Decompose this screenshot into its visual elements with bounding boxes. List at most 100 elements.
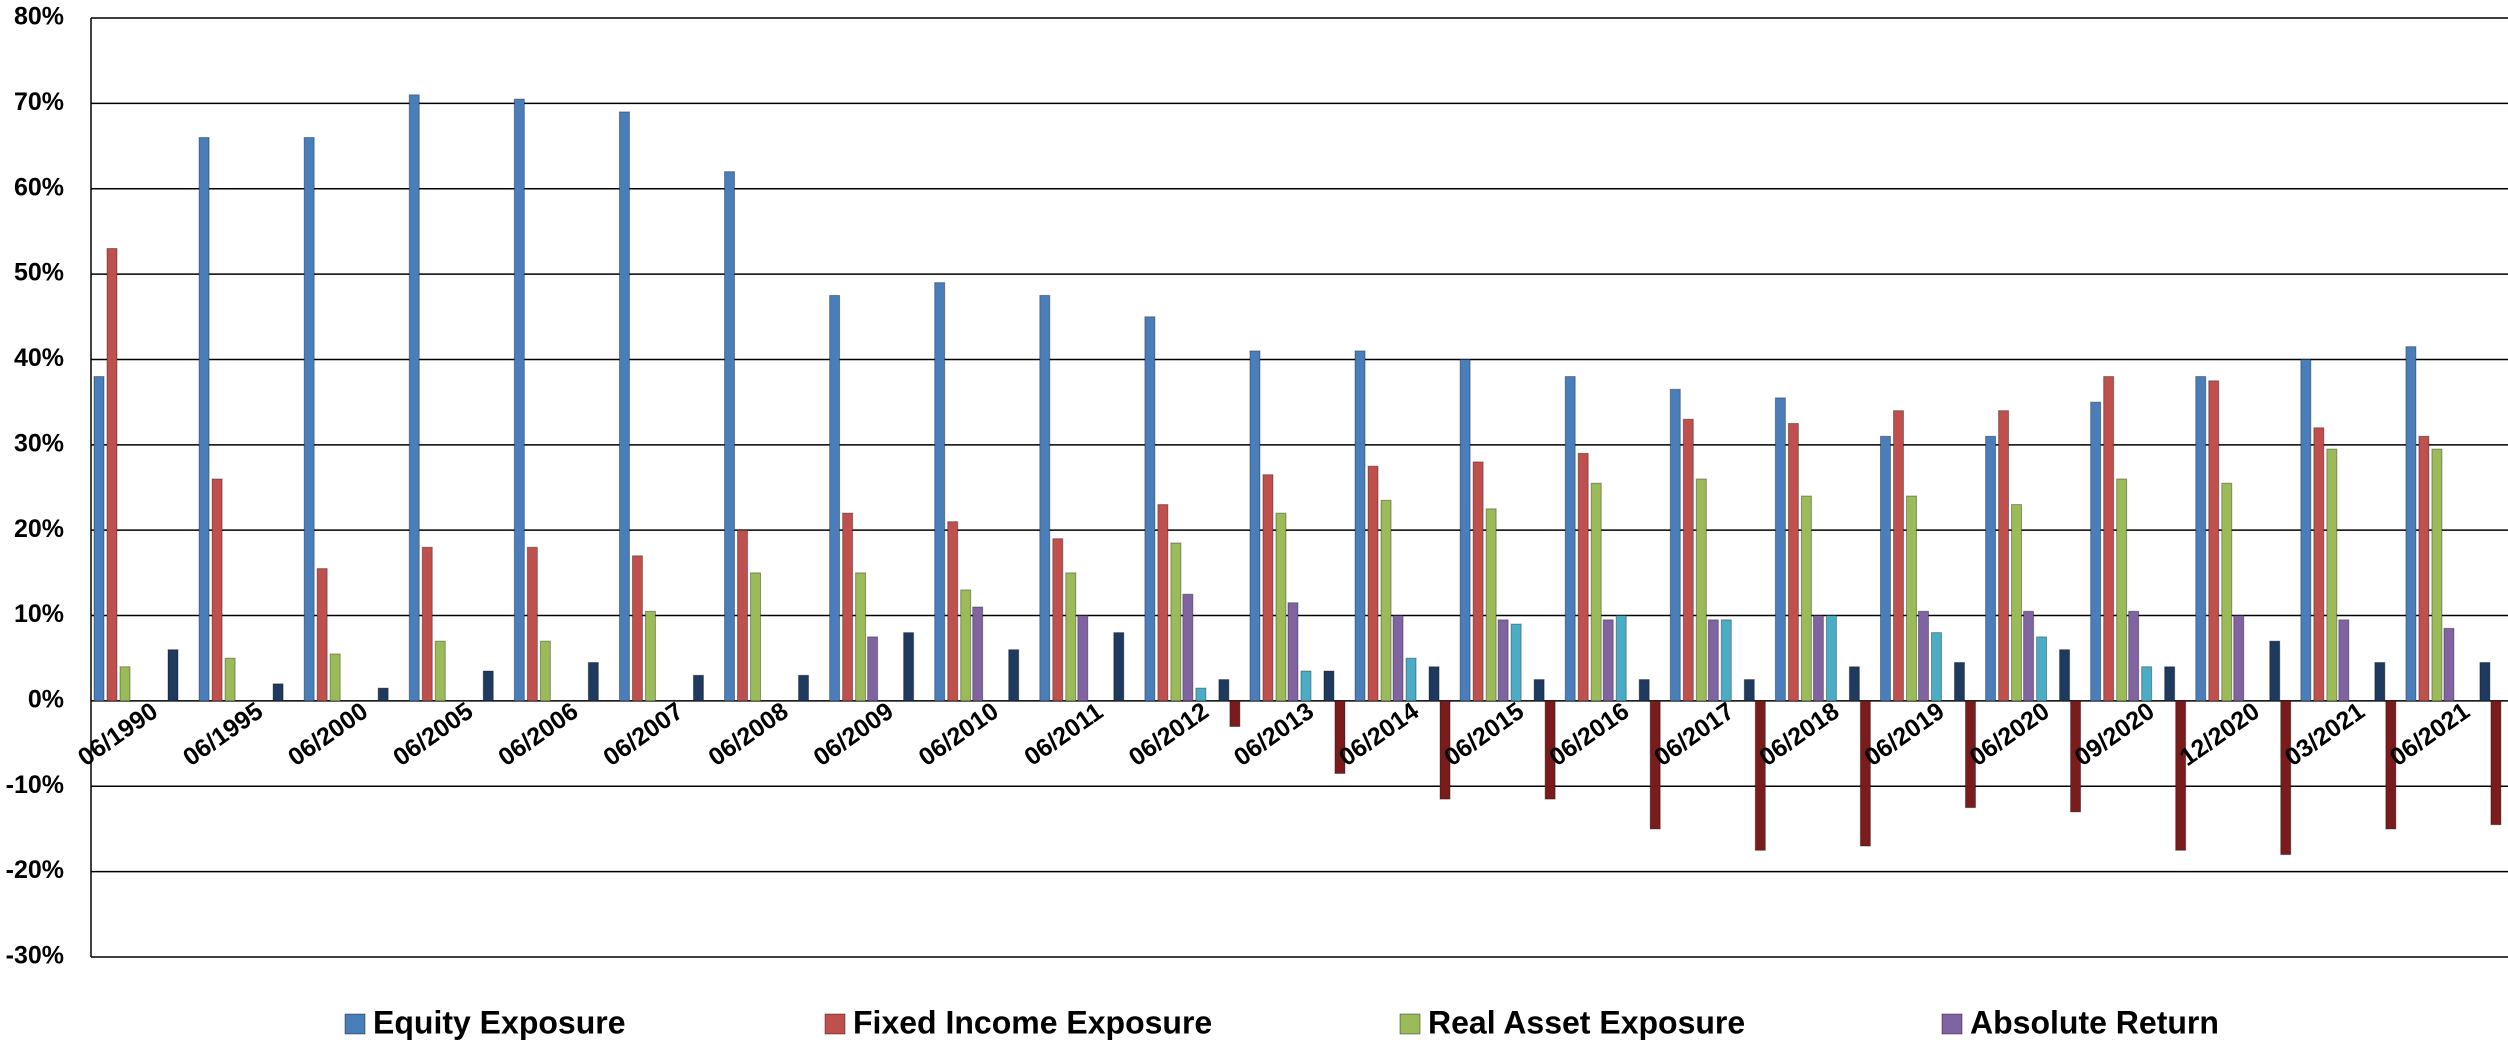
- bar: [1905, 495, 1917, 702]
- bar: [1249, 350, 1261, 702]
- bar: [1917, 610, 1929, 702]
- bar: [2141, 666, 2153, 702]
- legend-label: Equity Exposure: [373, 1004, 626, 1040]
- bar: [1472, 461, 1484, 702]
- x-tick-label: 03/2021: [2280, 697, 2370, 772]
- bar: [644, 610, 656, 702]
- y-tick-label: -30%: [6, 942, 64, 970]
- bar: [316, 568, 328, 702]
- bar: [1485, 508, 1497, 702]
- bar: [1275, 512, 1287, 702]
- bar: [329, 653, 341, 702]
- bar: [1695, 478, 1707, 702]
- bar: [1812, 615, 1824, 702]
- x-tick-label: 06/2006: [493, 697, 583, 772]
- x-tick-label: 12/2020: [2175, 697, 2265, 772]
- bar: [1669, 388, 1681, 702]
- bar: [2300, 358, 2312, 702]
- x-tick-label: 06/2011: [1019, 697, 1108, 771]
- y-tick-label: 50%: [14, 259, 64, 287]
- bar: [1367, 465, 1379, 702]
- x-tick-label: 06/2014: [1334, 697, 1424, 772]
- bar: [1787, 422, 1799, 702]
- bar: [1682, 418, 1694, 702]
- bar: [1497, 619, 1509, 702]
- bar: [2418, 435, 2430, 702]
- bar: [1602, 619, 1614, 702]
- bar: [1638, 679, 1650, 702]
- y-tick-label: -20%: [6, 856, 64, 884]
- bar: [1392, 615, 1404, 702]
- bar: [2374, 661, 2386, 702]
- bar: [513, 98, 525, 702]
- bar: [2195, 376, 2207, 702]
- bar: [1533, 679, 1545, 702]
- bar: [1985, 435, 1997, 702]
- bar: [224, 657, 236, 702]
- y-tick-label: 80%: [14, 3, 64, 31]
- bar: [631, 555, 643, 702]
- bar: [2269, 640, 2281, 702]
- bar: [750, 572, 762, 702]
- bar: [2116, 478, 2128, 702]
- bar: [2338, 619, 2350, 702]
- y-tick-label: 20%: [14, 515, 64, 543]
- bar: [1649, 700, 1661, 830]
- y-tick-label: -10%: [6, 771, 64, 799]
- bar: [167, 649, 179, 702]
- legend-swatch: [1941, 1013, 1963, 1035]
- y-tick-label: 0%: [28, 686, 64, 714]
- bar: [1334, 700, 1346, 774]
- bar: [482, 670, 494, 702]
- bar: [842, 512, 854, 702]
- bar: [798, 674, 810, 702]
- bar: [1459, 358, 1471, 702]
- bar: [1380, 499, 1392, 702]
- bar: [1800, 495, 1812, 702]
- legend-swatch: [344, 1013, 366, 1035]
- bar: [1577, 452, 1589, 702]
- bar: [2479, 661, 2491, 702]
- bar: [1157, 504, 1169, 702]
- bar: [2233, 615, 2245, 702]
- bar: [2208, 380, 2220, 702]
- bar: [1964, 700, 1976, 809]
- bar: [1930, 632, 1942, 702]
- bar: [1774, 397, 1786, 702]
- bar: [1615, 615, 1627, 702]
- bar: [2128, 610, 2140, 702]
- bar: [2164, 666, 2176, 702]
- bar: [1405, 657, 1417, 702]
- bar: [692, 674, 704, 702]
- bar: [903, 632, 915, 702]
- bar: [93, 376, 105, 702]
- bar: [855, 572, 867, 702]
- bar: [1510, 623, 1522, 702]
- x-tick-label: 06/2010: [914, 697, 1004, 772]
- bar: [934, 282, 946, 702]
- bar: [2490, 700, 2502, 826]
- bar: [829, 294, 841, 702]
- x-tick-label: 06/1990: [73, 697, 163, 772]
- x-tick-label: 06/2013: [1229, 697, 1319, 772]
- x-tick-label: 06/2008: [703, 697, 793, 772]
- bar: [1428, 666, 1440, 702]
- bar: [1707, 619, 1719, 702]
- bar: [1859, 700, 1871, 847]
- x-tick-label: 06/2021: [2385, 697, 2475, 772]
- bar: [526, 546, 538, 702]
- bar: [618, 111, 630, 702]
- bar: [2326, 448, 2338, 702]
- x-tick-label: 06/2009: [809, 697, 899, 772]
- x-tick-label: 06/2005: [388, 697, 478, 772]
- bar: [1590, 482, 1602, 702]
- y-tick-label: 60%: [14, 173, 64, 201]
- bar: [2103, 376, 2115, 702]
- bar: [2431, 448, 2443, 702]
- bar: [2405, 346, 2417, 702]
- bar: [2059, 649, 2071, 702]
- bar: [1300, 670, 1312, 702]
- bar: [1144, 316, 1156, 702]
- legend-label: Fixed Income Exposure: [853, 1004, 1212, 1040]
